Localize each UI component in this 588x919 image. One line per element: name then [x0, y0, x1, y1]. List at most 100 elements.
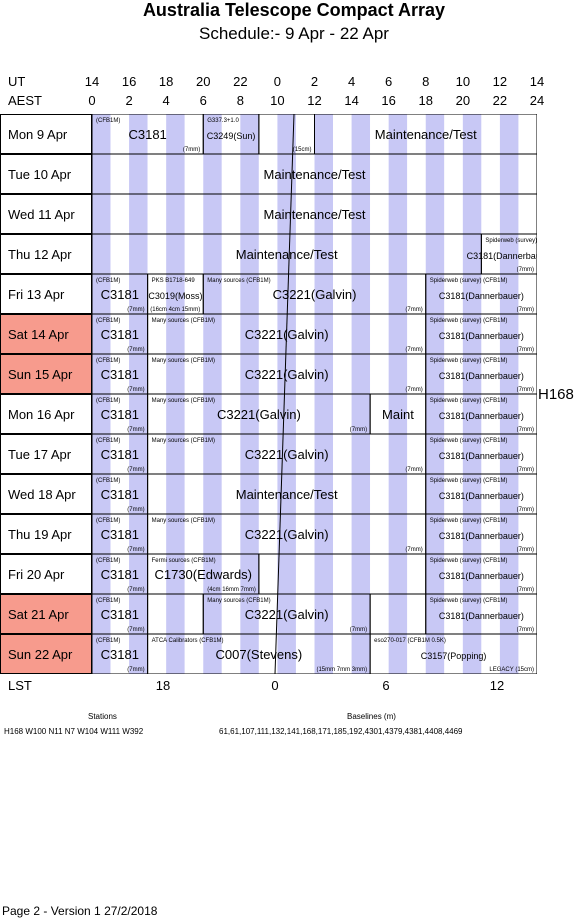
- block-top-note: G337.3+1.0: [207, 118, 239, 124]
- block-title: C3181(Dannerbauer): [439, 531, 524, 541]
- ut-tick: 12: [492, 74, 508, 89]
- aest-tick: 12: [307, 93, 322, 108]
- block-bottom-note: (7mm): [517, 547, 534, 553]
- aest-tick: 20: [455, 93, 471, 108]
- version-footer: Page 2 - Version 1 27/2/2018: [2, 904, 158, 918]
- row-day-label: Thu 19 Apr: [0, 514, 92, 554]
- block-title: C3181(Dannerbauer): [439, 611, 524, 621]
- block-title: C3221(Galvin): [217, 407, 301, 422]
- block-top-note: Spiderweb (survey) (CFB1M): [430, 278, 508, 284]
- lst-axis-label: LST: [8, 678, 32, 693]
- block-title: Maint: [382, 407, 414, 422]
- block-title: C3019(Moss): [148, 291, 202, 301]
- lst-tick: 6: [382, 678, 390, 693]
- block-bottom-note: (7mm): [127, 427, 144, 433]
- block-bottom-note: (7mm): [127, 387, 144, 393]
- block-title: C3181: [101, 607, 139, 622]
- block-title: C3181(Dannerbauer): [439, 491, 524, 501]
- block-top-note: (CFB1M): [96, 318, 120, 324]
- row-day-label: Tue 10 Apr: [0, 154, 92, 194]
- block-bottom-note: (7mm): [127, 587, 144, 593]
- block-title: C3221(Galvin): [273, 287, 357, 302]
- row-day-label: Fri 13 Apr: [0, 274, 92, 314]
- block-title: C1730(Edwards): [154, 567, 252, 582]
- aest-tick: 22: [492, 93, 508, 108]
- aest-tick: 10: [270, 93, 285, 108]
- block-bottom-note: (7mm): [127, 667, 144, 673]
- block-title: C3181: [101, 447, 139, 462]
- schedule-grid-svg: C3181 (CFB1M) (7mm) C3249(Sun) G337.3+1.0 (15…: [91, 113, 563, 675]
- row-day-label: Thu 12 Apr: [0, 234, 92, 274]
- block-title: C3181(Dannerbauer): [439, 571, 524, 581]
- row-day-label: Sat 21 Apr: [0, 594, 92, 634]
- row-day-label: Sun 22 Apr: [0, 634, 92, 674]
- block-title: C3181: [101, 487, 139, 502]
- block-title: C3181(Dannerbauer): [439, 451, 524, 461]
- block-top-note: eso270-017 (CFB1M 0.5K): [374, 638, 446, 644]
- block-top-note: (CFB1M): [96, 598, 120, 604]
- block-top-note: (CFB1M): [96, 278, 120, 284]
- block-title: C3181: [101, 367, 139, 382]
- block-title: C3181: [101, 287, 139, 302]
- block-title: C3221(Galvin): [245, 527, 329, 542]
- block-bottom-note: (7mm): [350, 427, 367, 433]
- lst-tick: 0: [271, 678, 279, 693]
- block-top-note: ATCA Calibrators (CFB1M): [152, 638, 224, 644]
- block-top-note: (CFB1M): [96, 558, 120, 564]
- block-title: C3181(Dannerbauer): [439, 371, 524, 381]
- aest-tick: 4: [162, 93, 170, 108]
- block-bottom-note: (7mm): [517, 627, 534, 633]
- block-title: Maintenance/Test: [375, 127, 477, 142]
- ut-tick: 4: [347, 74, 356, 89]
- lst-tick: 18: [155, 678, 171, 693]
- block-bottom-note: (7mm): [517, 427, 534, 433]
- stations-title: Stations: [88, 712, 117, 721]
- block-title: C3181: [101, 407, 139, 422]
- block-bottom-note: (7mm): [127, 547, 144, 553]
- block-bottom-note: (7mm): [517, 587, 534, 593]
- block-bottom-note: (7mm): [517, 267, 534, 273]
- aest-tick: 2: [125, 93, 133, 108]
- stations-list: H168 W100 N11 N7 W104 W111 W392: [4, 727, 144, 736]
- block-top-note: Spiderweb (survey) (CFB1M): [430, 478, 508, 484]
- aest-axis-label: AEST: [8, 93, 42, 108]
- block-bottom-note: (7mm): [405, 387, 422, 393]
- ut-axis-label: UT: [8, 74, 26, 89]
- block-title: C3221(Galvin): [245, 447, 329, 462]
- block-title: Maintenance/Test: [236, 487, 338, 502]
- block-title: C007(Stevens): [216, 647, 303, 662]
- ut-tick: 22: [233, 74, 248, 89]
- block-bottom-note: (7mm): [405, 307, 422, 313]
- block-title: C3181: [101, 527, 139, 542]
- aest-tick: 6: [199, 93, 207, 108]
- block-bottom-note: (7mm): [517, 387, 534, 393]
- block-title: C3181(Dannerbauer): [439, 411, 524, 421]
- block-top-note: (CFB1M): [96, 358, 120, 364]
- block-bottom-note: (7mm): [127, 347, 144, 353]
- ut-tick: 2: [310, 74, 319, 89]
- page-title: Australia Telescope Compact Array: [142, 0, 446, 20]
- ut-tick: 14: [84, 74, 100, 89]
- block-top-note: Spiderweb (survey) (CFB1M): [485, 238, 537, 244]
- block-bottom-note: (7mm): [127, 467, 144, 473]
- block-top-note: (CFB1M): [96, 118, 120, 124]
- block-bottom-note: (15mm 7mm 3mm): [316, 667, 367, 673]
- block-top-note: (CFB1M): [96, 438, 120, 444]
- block-top-note: (CFB1M): [96, 478, 120, 484]
- block-top-note: Spiderweb (survey) (CFB1M): [430, 598, 508, 604]
- baselines-list: 61,61,107,111,132,141,168,171,185,192,43…: [219, 727, 463, 736]
- block-top-note: (CFB1M): [96, 398, 120, 404]
- ut-tick: 14: [529, 74, 545, 89]
- block-top-note: Spiderweb (survey) (CFB1M): [430, 358, 508, 364]
- block-title: C3181: [101, 327, 139, 342]
- block-title: C3181(Dannerbauer): [439, 331, 524, 341]
- aest-tick: 8: [236, 93, 244, 108]
- block-top-note: Spiderweb (survey) (CFB1M): [430, 318, 508, 324]
- config-label: H168: [538, 386, 574, 403]
- page-subtitle: Schedule:- 9 Apr - 22 Apr: [199, 24, 389, 43]
- block-title: C3249(Sun): [207, 131, 256, 141]
- block-bottom-note: LEGACY (15cm): [489, 667, 534, 673]
- row-day-label: Mon 16 Apr: [0, 394, 92, 434]
- block-bottom-note: (7mm): [517, 467, 534, 473]
- ut-tick: 20: [196, 74, 211, 89]
